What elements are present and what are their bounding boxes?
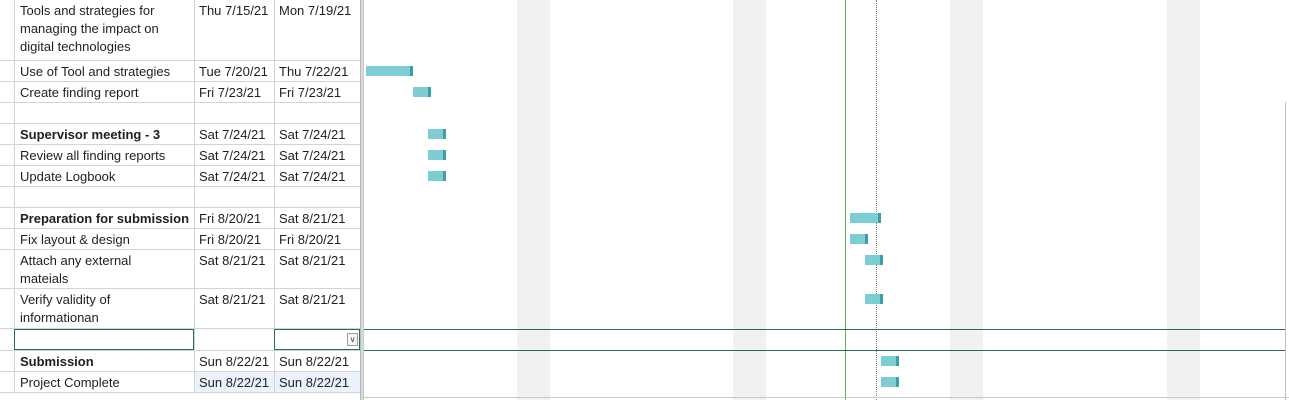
task-name-cell[interactable]: Verify validity of informationan	[14, 289, 194, 328]
task-start-cell[interactable]: Sat 8/21/21	[194, 289, 274, 328]
task-sheet-grid: Tools and strategies for managing the im…	[0, 0, 361, 400]
task-start-cell[interactable]: Fri 8/20/21	[194, 208, 274, 228]
task-row[interactable]: Update Logbook Sat 7/24/21 Sat 7/24/21	[0, 166, 361, 187]
selected-row-outline	[364, 329, 1285, 351]
task-finish-cell[interactable]: Sat 7/24/21	[274, 124, 360, 144]
task-name-cell[interactable]: Update Logbook	[14, 166, 194, 186]
task-name-cell[interactable]	[14, 187, 194, 207]
task-row[interactable]: Fix layout & design Fri 8/20/21 Fri 8/20/2…	[0, 229, 361, 250]
task-row[interactable]: Project Complete Sun 8/22/21 Sun 8/22/21	[0, 372, 361, 393]
task-start-cell[interactable]: Sat 7/24/21	[194, 166, 274, 186]
task-row[interactable]: Verify validity of informationan Sat 8/21…	[0, 289, 361, 329]
task-finish-cell[interactable]: Sat 8/21/21	[274, 289, 360, 328]
chart-right-edge	[1285, 102, 1286, 400]
task-name-cell[interactable]: Use of Tool and strategies	[14, 61, 194, 81]
task-row[interactable]: ∨	[0, 329, 361, 351]
task-bar[interactable]	[849, 213, 881, 223]
pane-splitter[interactable]	[360, 0, 364, 400]
task-finish-cell[interactable]	[274, 187, 360, 207]
task-name-cell[interactable]: Preparation for submission	[14, 208, 194, 228]
task-bar[interactable]	[366, 66, 413, 76]
task-finish-cell[interactable]: ∨	[274, 329, 360, 350]
task-bar[interactable]	[865, 255, 884, 265]
current-date-line	[845, 0, 846, 400]
task-start-cell[interactable]: Thu 7/15/21	[194, 0, 274, 60]
task-row[interactable]: Review all finding reports Sat 7/24/21 Sat…	[0, 145, 361, 166]
task-finish-cell[interactable]: Sat 7/24/21	[274, 166, 360, 186]
task-start-cell[interactable]	[194, 103, 274, 123]
task-row[interactable]: Create finding report Fri 7/23/21 Fri 7/23…	[0, 82, 361, 103]
nonworking-time-band	[733, 0, 766, 400]
task-bar[interactable]	[428, 129, 447, 139]
task-start-cell[interactable]: Fri 8/20/21	[194, 229, 274, 249]
task-start-cell[interactable]	[194, 329, 274, 350]
task-finish-cell[interactable]: Sat 8/21/21	[274, 208, 360, 228]
task-name-cell[interactable]: Project Complete	[14, 372, 194, 392]
task-start-cell[interactable]: Sat 8/21/21	[194, 250, 274, 288]
task-finish-cell[interactable]: Sat 8/21/21	[274, 250, 360, 288]
task-start-cell[interactable]: Sat 7/24/21	[194, 124, 274, 144]
task-finish-cell[interactable]: Mon 7/19/21	[274, 0, 360, 60]
task-bar[interactable]	[865, 294, 884, 304]
nonworking-time-band	[1167, 0, 1200, 400]
task-start-cell[interactable]: Sun 8/22/21	[194, 372, 274, 392]
chevron-down-icon[interactable]: ∨	[347, 333, 358, 346]
task-start-cell[interactable]: Sun 8/22/21	[194, 351, 274, 371]
task-bar[interactable]	[849, 234, 868, 244]
task-row[interactable]: Submission Sun 8/22/21 Sun 8/22/21	[0, 351, 361, 372]
task-bar[interactable]	[412, 87, 431, 97]
task-bar[interactable]	[428, 171, 447, 181]
task-name-cell[interactable]	[14, 103, 194, 123]
chart-bottom-border	[364, 397, 1289, 398]
task-finish-cell[interactable]: Sun 8/22/21	[274, 372, 360, 392]
task-finish-cell[interactable]: Sat 7/24/21	[274, 145, 360, 165]
task-row[interactable]: Tools and strategies for managing the im…	[0, 0, 361, 61]
task-finish-cell[interactable]: Sun 8/22/21	[274, 351, 360, 371]
task-start-cell[interactable]	[194, 187, 274, 207]
task-name-cell[interactable]: Supervisor meeting - 3	[14, 124, 194, 144]
task-start-cell[interactable]: Tue 7/20/21	[194, 61, 274, 81]
nonworking-time-band	[517, 0, 550, 400]
task-row[interactable]: Use of Tool and strategies Tue 7/20/21 Thu…	[0, 61, 361, 82]
task-bar[interactable]	[880, 356, 899, 366]
gantt-chart-pane	[364, 0, 1289, 400]
task-name-cell[interactable]: Tools and strategies for managing the im…	[14, 0, 194, 60]
task-name-cell[interactable]: Attach any external mateials	[14, 250, 194, 288]
task-finish-cell[interactable]	[274, 103, 360, 123]
task-row[interactable]	[0, 103, 361, 124]
task-row[interactable]: Preparation for submission Fri 8/20/21 Sat…	[0, 208, 361, 229]
task-row[interactable]	[0, 187, 361, 208]
task-finish-cell[interactable]: Fri 8/20/21	[274, 229, 360, 249]
task-start-cell[interactable]: Sat 7/24/21	[194, 145, 274, 165]
task-bar[interactable]	[428, 150, 447, 160]
task-row[interactable]: Attach any external mateials Sat 8/21/21 S…	[0, 250, 361, 289]
task-bar[interactable]	[880, 377, 899, 387]
task-row[interactable]: Supervisor meeting - 3 Sat 7/24/21 Sat 7/2…	[0, 124, 361, 145]
task-name-cell[interactable]: Create finding report	[14, 82, 194, 102]
nonworking-time-band	[950, 0, 983, 400]
status-date-line	[876, 0, 877, 400]
task-finish-cell[interactable]: Fri 7/23/21	[274, 82, 360, 102]
task-name-cell[interactable]: Fix layout & design	[14, 229, 194, 249]
task-start-cell[interactable]: Fri 7/23/21	[194, 82, 274, 102]
task-name-cell[interactable]	[14, 329, 194, 350]
task-finish-cell[interactable]: Thu 7/22/21	[274, 61, 360, 81]
task-name-cell[interactable]: Review all finding reports	[14, 145, 194, 165]
task-name-cell[interactable]: Submission	[14, 351, 194, 371]
